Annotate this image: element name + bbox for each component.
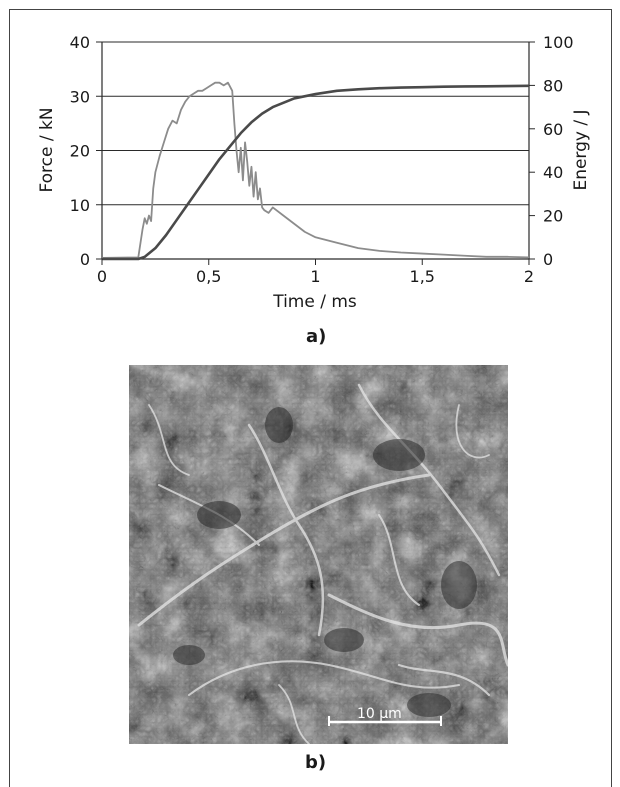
y-right-tick-label: 80 <box>543 76 563 95</box>
y-left-tick-label: 20 <box>70 142 90 161</box>
panel-label-b: b) <box>305 752 327 773</box>
x-axis-title: Time / ms <box>272 292 357 312</box>
x-tick-label: 0 <box>97 267 107 286</box>
scale-bar-label: 10 μm <box>357 706 402 722</box>
x-tick-label: 1 <box>310 267 320 286</box>
y-right-tick-label: 0 <box>543 250 553 269</box>
y-left-tick-label: 30 <box>70 87 90 106</box>
x-tick-label: 0,5 <box>196 267 221 286</box>
fracture-surface-micrograph: 10 μm <box>129 365 508 744</box>
y-axis-left-title: Force / kN <box>37 107 57 192</box>
y-right-tick-label: 20 <box>543 207 563 226</box>
grid-lines <box>102 41 529 260</box>
y-left-tick-label: 0 <box>80 250 90 269</box>
y-left-tick-label: 40 <box>70 33 90 52</box>
panel-label-a: a) <box>306 326 327 347</box>
micrograph-image: 10 μm <box>129 365 508 744</box>
y-left-tick-label: 10 <box>70 196 90 215</box>
tick-labels: 0 10 20 30 40 0 20 40 60 80 100 0 0,5 1 1,5 2 <box>70 33 574 286</box>
y-right-tick-label: 100 <box>543 33 574 52</box>
x-tick-label: 1,5 <box>410 267 435 286</box>
chart-series <box>101 81 530 261</box>
y-axis-right-title: Energy / J <box>571 109 591 190</box>
energy-series-line <box>102 84 530 261</box>
x-tick-label: 2 <box>524 267 534 286</box>
y-right-tick-label: 40 <box>543 163 563 182</box>
scale-bar: 10 μm <box>328 706 442 726</box>
y-right-tick-label: 60 <box>543 120 563 139</box>
figure-frame <box>9 9 612 787</box>
force-energy-chart: 0 10 20 30 40 0 20 40 60 80 100 0 0,5 1 1,5 2 Time / ms… <box>37 33 591 312</box>
force-series-line <box>101 81 530 259</box>
